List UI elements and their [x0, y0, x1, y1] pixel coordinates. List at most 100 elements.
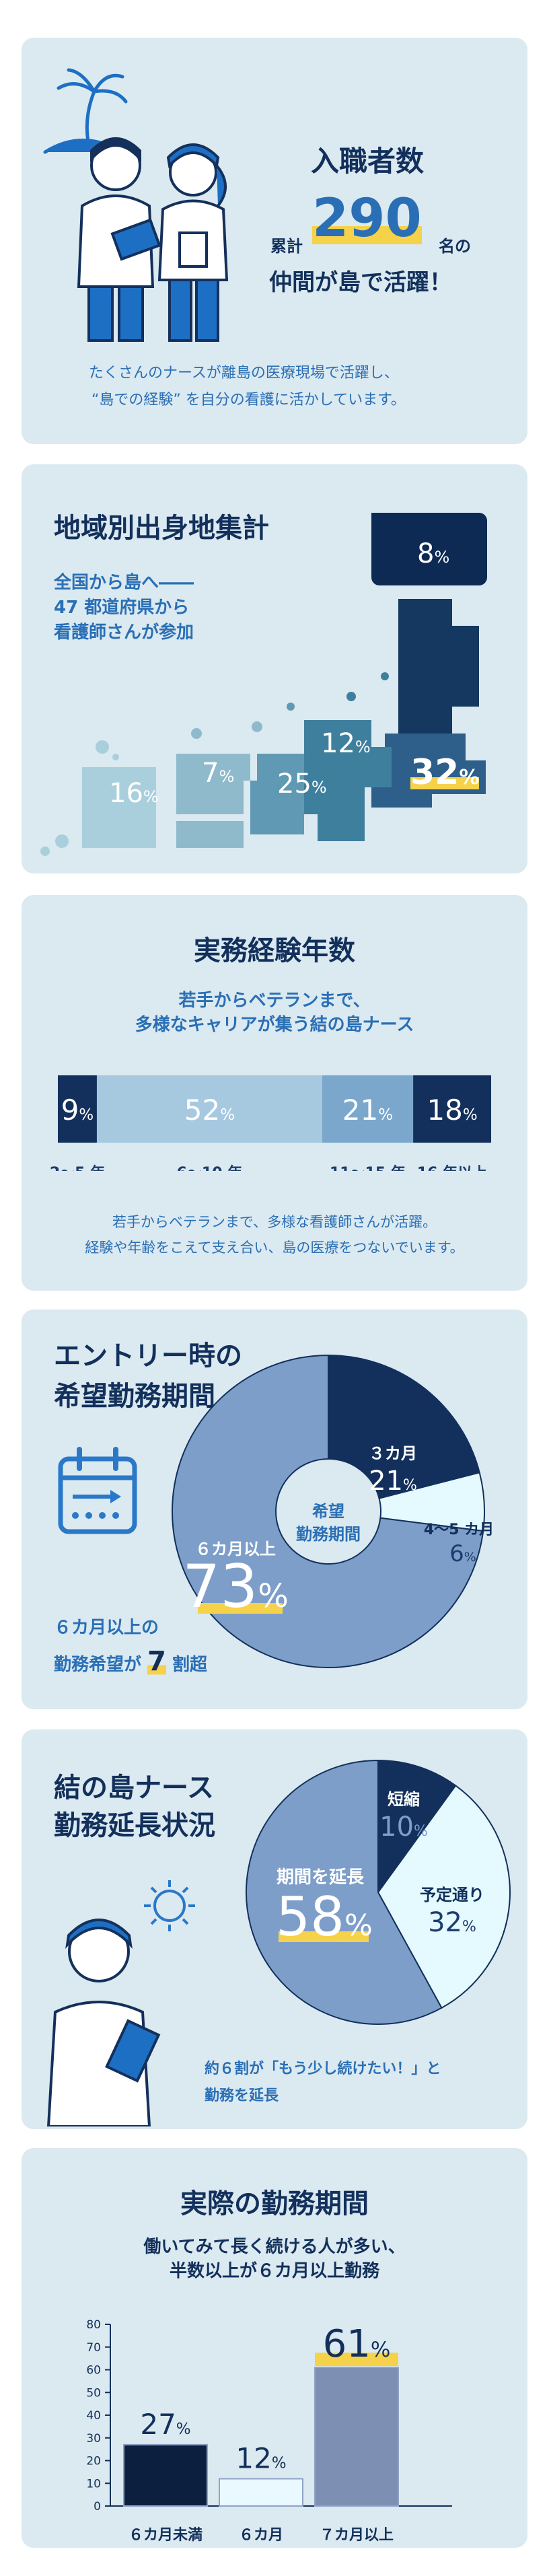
- experience-bar-segment: [413, 1075, 491, 1143]
- extension-pie-category: 短縮: [388, 1790, 420, 1809]
- actual-y-tick-label: 30: [86, 2432, 101, 2445]
- region-label-chubu: 12%: [321, 728, 371, 759]
- experience-bar-segment: [322, 1075, 414, 1143]
- region-kyushu: [82, 767, 156, 848]
- actual-y-tick-label: 60: [86, 2364, 101, 2377]
- entry-note-2: 勤務希望が 7 割超: [54, 1646, 207, 1677]
- card-extension: 結の島ナース 勤務延長状況 約６割が「もう少し続けたい！」と 勤務を延長 短縮 1…: [22, 1729, 527, 2129]
- experience-bar-category: 11〜15 年: [330, 1164, 406, 1171]
- nurses-illustration: [43, 68, 229, 342]
- experience-bar-category: 2〜5 年: [50, 1164, 105, 1171]
- card-experience: 実務経験年数 若手からベテランまで、 多様なキャリアが集う結の島ナース 9% 2〜…: [22, 895, 527, 1291]
- actual-y-tick-label: 80: [86, 2318, 101, 2332]
- actual-y-tick-label: 10: [86, 2477, 101, 2491]
- hires-desc-1: たくさんのナースが離島の医療現場で活躍し、: [89, 365, 399, 382]
- hires-line2: 仲間が島で活躍！: [269, 269, 452, 296]
- actual-bar-value: 61%: [323, 2322, 391, 2366]
- extension-pie-value: 10%: [379, 1812, 428, 1842]
- region-hokkaido: [371, 513, 487, 585]
- actual-y-tick-label: 0: [94, 2500, 101, 2513]
- card-region: 地域別出身地集計 全国から島へ―― 47 都道府県から 看護師さんが参加 8% …: [22, 464, 527, 873]
- extension-note-1: 約６割が「もう少し続けたい！」と: [205, 2061, 441, 2077]
- region-label-kinki: 25%: [277, 768, 327, 799]
- entry-title-1: エントリー時の: [54, 1340, 242, 1371]
- actual-bar: [219, 2478, 303, 2507]
- extension-pie-value: 32%: [428, 1907, 476, 1938]
- region-title: 地域別出身地集計: [54, 513, 269, 544]
- actual-sub-1: 働いてみて長く続ける人が多い、: [143, 2237, 406, 2257]
- region-label-kanto: 32%: [410, 752, 480, 793]
- nurse-left-figure: [77, 137, 161, 342]
- actual-y-tick-label: 20: [86, 2455, 101, 2468]
- actual-bar-value: 12%: [235, 2442, 286, 2475]
- extension-pie-slice: [377, 1759, 457, 1895]
- experience-sub-2: 多様なキャリアが集う結の島ナース: [135, 1015, 414, 1035]
- actual-bar-chart: 0 10 20 30 40 50 60 70 80 27% ６カ月未満 12% ６カ月 61% ７カ月以上: [86, 2318, 452, 2544]
- entry-donut-slice: [328, 1354, 480, 1499]
- region-chubu: [297, 720, 392, 841]
- region-shikoku: [176, 821, 244, 848]
- actual-sub-2: 半数以上が６カ月以上勤務: [169, 2261, 379, 2281]
- extension-pie-highlight: [279, 1931, 369, 1942]
- extension-title-1: 結の島ナース: [54, 1773, 214, 1803]
- card-hires: 入職者数 累計 290 名の 仲間が島で活躍！ たくさんのナースが離島の医療現場…: [22, 38, 527, 444]
- region-sub-3: 看護師さんが参加: [54, 622, 194, 643]
- hires-prefix: 累計: [270, 237, 303, 256]
- experience-bar-segment: [58, 1075, 97, 1143]
- extension-pie-value: 58%: [276, 1886, 373, 1948]
- experience-bar-value: 9%: [61, 1094, 94, 1126]
- entry-donut-highlight: [198, 1603, 283, 1614]
- extension-pie-slice: [246, 1759, 443, 2025]
- card-actual: 実際の勤務期間 働いてみて長く続ける人が多い、 半数以上が６カ月以上勤務 0 10…: [22, 2148, 527, 2548]
- actual-title: 実際の勤務期間: [180, 2188, 369, 2219]
- region-map-chart: [40, 513, 487, 856]
- experience-title: 実務経験年数: [194, 935, 355, 966]
- entry-donut-value: 21%: [369, 1466, 417, 1497]
- nurse-right-figure: [157, 143, 229, 342]
- experience-sub-1: 若手からベテランまで、: [178, 991, 371, 1011]
- actual-y-tick-label: 40: [86, 2409, 101, 2423]
- entry-donut-category: ３カ月: [369, 1444, 417, 1463]
- actual-bar: [314, 2367, 399, 2507]
- hires-number: 290: [312, 188, 422, 249]
- actual-bar-highlight: [315, 2353, 398, 2367]
- entry-donut-value: 73%: [182, 1552, 289, 1621]
- actual-x-label: ７カ月以上: [320, 2527, 394, 2544]
- experience-bar-category: 6〜10 年: [177, 1164, 243, 1171]
- card-entry: エントリー時の 希望勤務期間 ６カ月以上の 勤務希望が 7 割超 ３カ月 21% 4…: [22, 1310, 527, 1709]
- entry-donut-category: 4〜5 カ月: [424, 1522, 494, 1538]
- region-chugoku: [176, 754, 250, 814]
- hires-title: 入職者数: [311, 145, 425, 178]
- actual-x-label: ６カ月未満: [129, 2526, 203, 2544]
- nurse-writing-illustration: [46, 1880, 195, 2126]
- entry-donut-value: 6%: [449, 1540, 476, 1567]
- region-tohoku: [398, 599, 479, 734]
- entry-note-1: ６カ月以上の: [54, 1618, 159, 1638]
- extension-title-2: 勤務延長状況: [54, 1810, 215, 1841]
- extension-pie-slice: [377, 1785, 511, 2009]
- actual-bar-value: 27%: [140, 2408, 190, 2441]
- region-label-chugoku: 7%: [202, 758, 235, 789]
- entry-title-2: 希望勤務期間: [54, 1381, 215, 1412]
- experience-bar-value: 18%: [427, 1094, 477, 1126]
- entry-donut-category: ６カ月以上: [195, 1540, 276, 1559]
- experience-desc-1: 若手からベテランまで、多様な看護師さんが活躍。: [112, 1214, 437, 1230]
- experience-desc-2: 経験や年齢をこえて支え合い、島の医療をつないでいます。: [85, 1240, 464, 1256]
- experience-bar-segment: [96, 1075, 322, 1143]
- experience-bar-category: 16 年以上: [417, 1164, 487, 1171]
- experience-bar-value: 21%: [342, 1094, 393, 1126]
- extension-pie-category: 期間を延長: [277, 1867, 365, 1888]
- actual-y-tick-label: 70: [86, 2341, 101, 2355]
- region-sub-1: 全国から島へ――: [54, 573, 194, 593]
- actual-x-label: ６カ月: [239, 2527, 283, 2544]
- extension-note-2: 勤務を延長: [205, 2087, 279, 2104]
- actual-bar: [123, 2443, 208, 2507]
- actual-y-tick-label: 50: [86, 2386, 101, 2400]
- entry-donut-slice: [172, 1354, 484, 1668]
- experience-bar-value: 52%: [184, 1094, 235, 1126]
- experience-stacked-bar: 9% 2〜5 年 52% 6〜10 年 21% 11〜15 年 18% 16 年以上: [50, 1075, 491, 1171]
- region-sub-2: 47 都道府県から: [54, 598, 190, 618]
- region-label-kyushu: 16%: [109, 778, 159, 809]
